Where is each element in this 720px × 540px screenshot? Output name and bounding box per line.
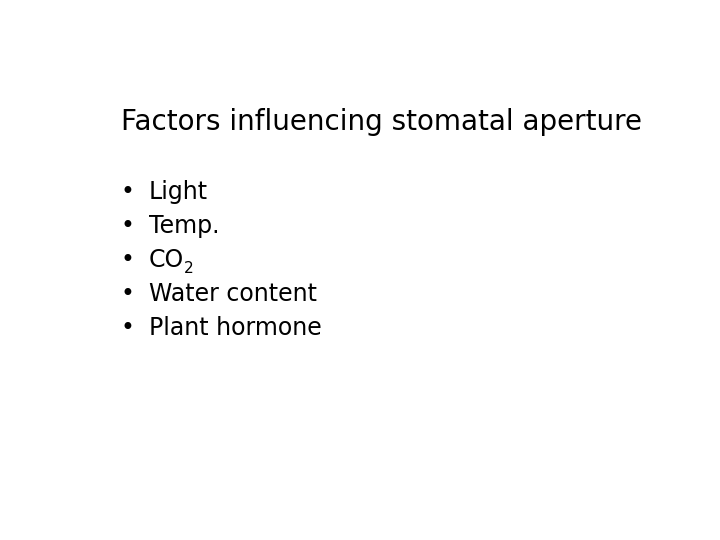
- Text: Light: Light: [148, 180, 207, 204]
- Text: •: •: [121, 180, 135, 204]
- Text: Plant hormone: Plant hormone: [148, 316, 321, 340]
- Text: •: •: [121, 214, 135, 238]
- Text: CO: CO: [148, 248, 184, 272]
- Text: Factors influencing stomatal aperture: Factors influencing stomatal aperture: [121, 109, 642, 137]
- Text: Water content: Water content: [148, 282, 317, 306]
- Text: •: •: [121, 248, 135, 272]
- Text: 2: 2: [184, 261, 194, 276]
- Text: •: •: [121, 282, 135, 306]
- Text: •: •: [121, 316, 135, 340]
- Text: Temp.: Temp.: [148, 214, 219, 238]
